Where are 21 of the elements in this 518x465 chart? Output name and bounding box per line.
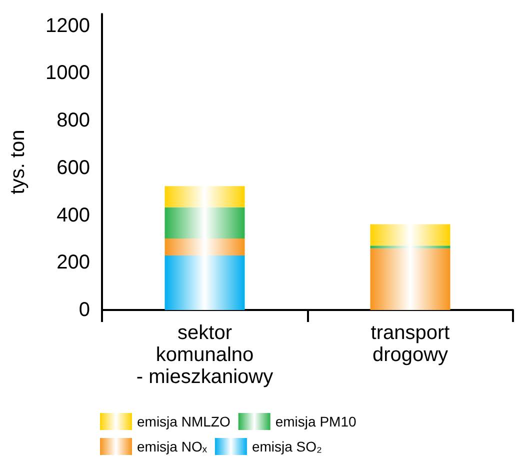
legend-label: emisja NOₓ bbox=[137, 438, 208, 454]
legend-label: emisja NMLZO bbox=[137, 414, 230, 430]
legend-label: emisja SO₂ bbox=[252, 438, 322, 454]
bar bbox=[164, 207, 245, 238]
y-tick-label: 1200 bbox=[46, 14, 90, 37]
y-tick-label: 600 bbox=[56, 156, 90, 179]
bar bbox=[164, 256, 245, 310]
y-axis-title: tys. ton bbox=[7, 130, 29, 194]
x-tick-label: sektor komunalno - mieszkaniowy bbox=[136, 322, 274, 388]
legend-label: emisja PM10 bbox=[275, 414, 356, 430]
y-tick-label: 400 bbox=[56, 204, 90, 226]
bar bbox=[370, 246, 450, 248]
bar bbox=[370, 248, 450, 310]
bar bbox=[370, 224, 450, 246]
y-tick-label: 200 bbox=[56, 252, 90, 274]
y-tick-label: 1000 bbox=[46, 62, 90, 84]
y-tick-label: 800 bbox=[56, 110, 90, 132]
bar bbox=[164, 186, 245, 208]
bar bbox=[164, 238, 245, 256]
y-tick-label: 0 bbox=[78, 299, 90, 321]
x-tick-label: transport drogowy bbox=[370, 322, 450, 366]
